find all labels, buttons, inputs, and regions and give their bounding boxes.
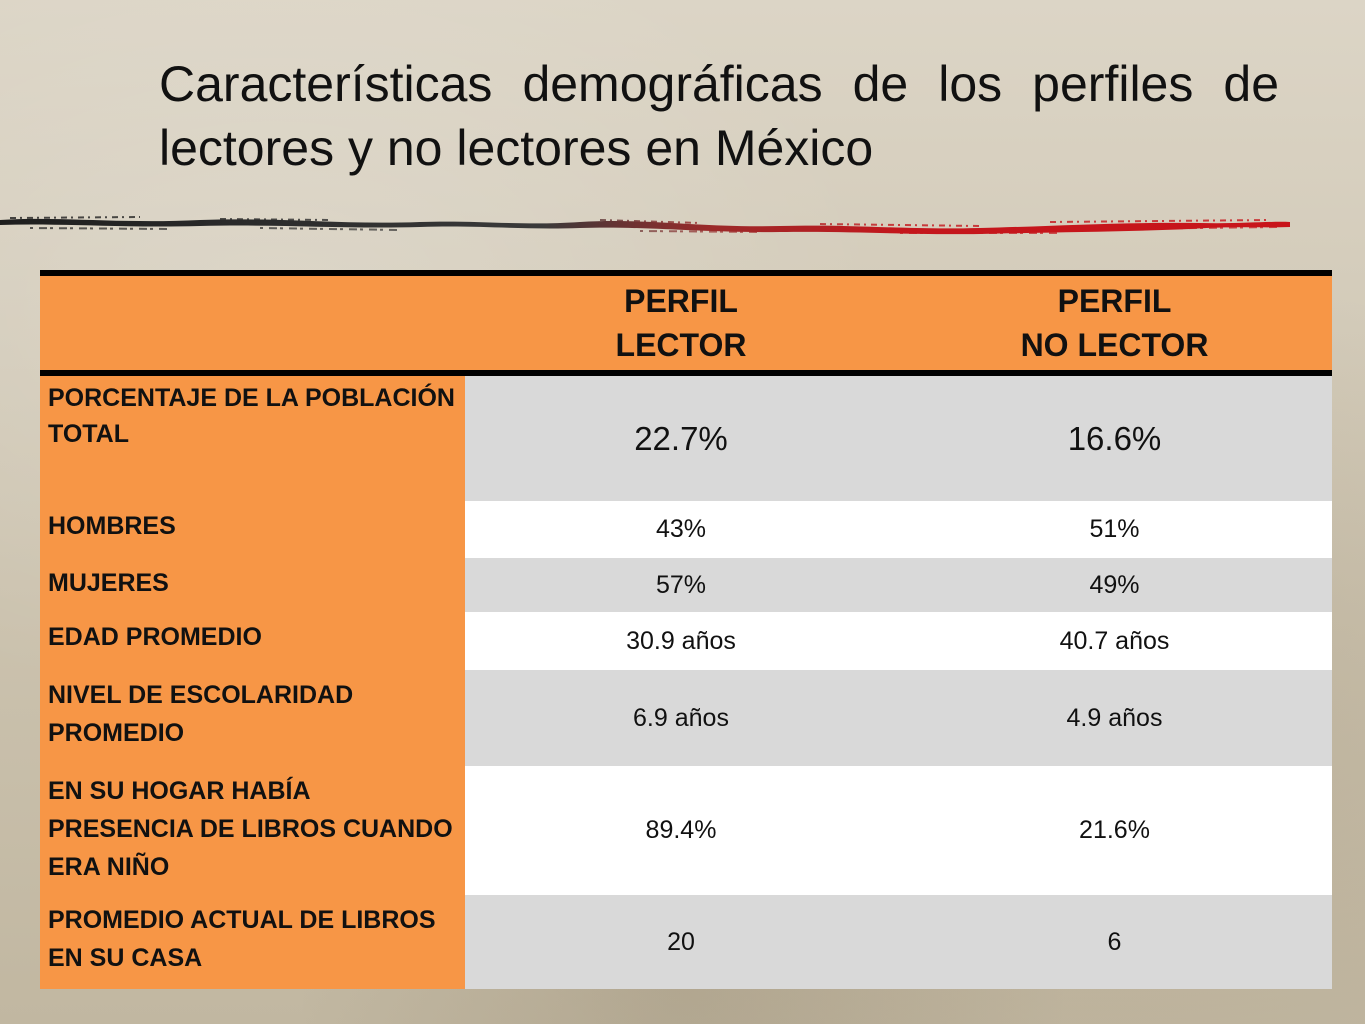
header-empty [40, 270, 465, 376]
value-lector: 20 [465, 895, 897, 989]
value-lector: 30.9 años [465, 612, 897, 670]
header-perfil-lector: PERFIL LECTOR [465, 270, 897, 376]
table-row: HOMBRES 43% 51% [40, 501, 1332, 558]
value-no-lector: 21.6% [897, 766, 1332, 895]
row-label: MUJERES [40, 558, 465, 612]
row-label: PORCENTAJE DE LA POBLACIÓN TOTAL [40, 373, 465, 501]
table-row: PORCENTAJE DE LA POBLACIÓN TOTAL 22.7% 1… [40, 373, 1332, 501]
value-no-lector: 40.7 años [897, 612, 1332, 670]
value-no-lector: 4.9 años [897, 670, 1332, 766]
header-perfil-no-lector: PERFIL NO LECTOR [897, 270, 1332, 376]
row-label: HOMBRES [40, 501, 465, 558]
row-label: EN SU HOGAR HABÍA PRESENCIA DE LIBROS CU… [40, 766, 465, 895]
table-row: EDAD PROMEDIO 30.9 años 40.7 años [40, 612, 1332, 670]
value-no-lector: 49% [897, 558, 1332, 612]
value-lector: 43% [465, 501, 897, 558]
brush-divider [0, 216, 1290, 235]
table-row: PROMEDIO ACTUAL DE LIBROS EN SU CASA 20 … [40, 895, 1332, 989]
table-row: NIVEL DE ESCOLARIDAD PROMEDIO 6.9 años 4… [40, 670, 1332, 766]
value-no-lector: 51% [897, 501, 1332, 558]
table-row: EN SU HOGAR HABÍA PRESENCIA DE LIBROS CU… [40, 766, 1332, 895]
value-lector: 57% [465, 558, 897, 612]
value-no-lector: 16.6% [897, 373, 1332, 501]
value-lector: 6.9 años [465, 670, 897, 766]
table-header-row: PERFIL LECTOR PERFIL NO LECTOR [40, 270, 1332, 376]
slide-title: Características demográficas de los perf… [159, 56, 1279, 176]
row-label: EDAD PROMEDIO [40, 612, 465, 670]
row-label: NIVEL DE ESCOLARIDAD PROMEDIO [40, 670, 465, 766]
demographics-table: PERFIL LECTOR PERFIL NO LECTOR PORCENTAJ… [40, 270, 1332, 989]
row-label: PROMEDIO ACTUAL DE LIBROS EN SU CASA [40, 895, 465, 989]
value-lector: 22.7% [465, 373, 897, 501]
value-lector: 89.4% [465, 766, 897, 895]
value-no-lector: 6 [897, 895, 1332, 989]
table-row: MUJERES 57% 49% [40, 558, 1332, 612]
